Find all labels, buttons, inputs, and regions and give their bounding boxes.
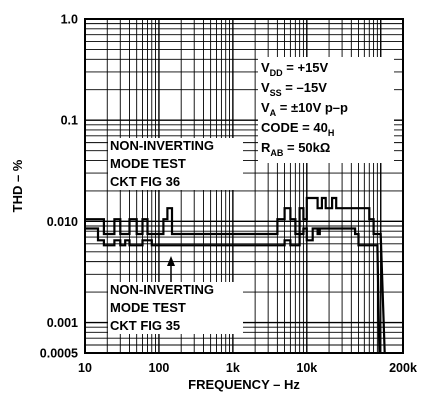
fig35-label-line3: CKT FIG 35 bbox=[110, 318, 180, 333]
fig36-label-line2: MODE TEST bbox=[110, 156, 186, 171]
fig36-label-line3: CKT FIG 36 bbox=[110, 174, 180, 189]
x-axis-ticks: 10 100 1k 10k 200k bbox=[78, 361, 417, 375]
fig35-label-box: NON-INVERTING MODE TEST CKT FIG 35 bbox=[108, 282, 243, 334]
y-axis-ticks: 1.0 0.1 0.010 0.001 0.0005 bbox=[40, 13, 78, 361]
y-tick-label: 0.010 bbox=[47, 215, 78, 229]
x-tick-label: 1k bbox=[226, 361, 240, 375]
x-tick-label: 10 bbox=[78, 361, 92, 375]
fig36-label-line1: NON-INVERTING bbox=[110, 138, 214, 153]
y-tick-label: 0.1 bbox=[61, 114, 78, 128]
conditions-box: VDD = +15V VSS = –15V VA = ±10V p–p CODE = … bbox=[258, 57, 394, 163]
x-axis-label: FREQUENCY – Hz bbox=[188, 377, 300, 392]
condition-line: CODE = 40H bbox=[261, 120, 334, 138]
y-axis-label: THD – % bbox=[10, 159, 25, 212]
condition-line: VSS = –15V bbox=[261, 80, 327, 98]
plot-frame bbox=[84, 18, 404, 354]
y-tick-label: 0.001 bbox=[47, 316, 78, 330]
x-tick-label: 200k bbox=[389, 361, 417, 375]
x-tick-label: 10k bbox=[296, 361, 317, 375]
condition-line: RAB = 50kΩ bbox=[261, 140, 330, 158]
series-line-fig36 bbox=[85, 196, 386, 354]
y-tick-label: 0.0005 bbox=[40, 347, 78, 361]
series-group bbox=[85, 196, 386, 354]
condition-line: VDD = +15V bbox=[261, 60, 329, 78]
pointer-arrow-icon bbox=[167, 256, 175, 282]
condition-line: VA = ±10V p–p bbox=[261, 100, 348, 118]
fig36-label-box: NON-INVERTING MODE TEST CKT FIG 36 bbox=[108, 138, 243, 190]
fig35-label-line2: MODE TEST bbox=[110, 300, 186, 315]
x-tick-label: 100 bbox=[149, 361, 170, 375]
series-line-fig35 bbox=[85, 227, 381, 354]
y-tick-label: 1.0 bbox=[61, 13, 78, 27]
fig35-label-line1: NON-INVERTING bbox=[110, 282, 214, 297]
